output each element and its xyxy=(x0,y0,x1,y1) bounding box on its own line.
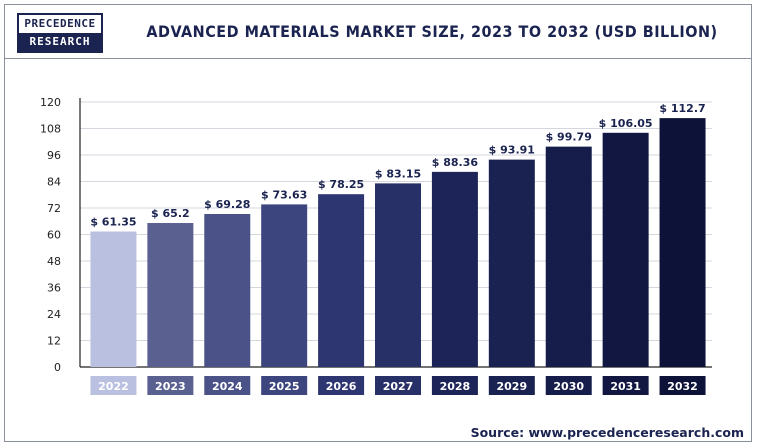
data-label: $ 99.79 xyxy=(546,131,592,144)
logo-line-1: PRECEDENCE xyxy=(19,15,101,33)
data-label: $ 78.25 xyxy=(318,178,364,191)
y-tick-label: 96 xyxy=(47,149,61,162)
source-credit: Source: www.precedenceresearch.com xyxy=(470,425,744,440)
y-tick-label: 12 xyxy=(47,335,61,348)
chart-header: PRECEDENCE RESEARCH ADVANCED MATERIALS M… xyxy=(5,5,751,59)
x-tick-box xyxy=(318,376,365,395)
x-tick-label: 2028 xyxy=(440,380,471,393)
bar xyxy=(147,223,194,367)
bar xyxy=(488,159,535,367)
x-tick-box xyxy=(147,376,194,395)
y-tick-label: 120 xyxy=(40,96,61,109)
x-tick-label: 2032 xyxy=(667,380,698,393)
data-label: $ 93.91 xyxy=(489,144,535,157)
x-tick-box xyxy=(602,376,649,395)
data-label: $ 61.35 xyxy=(90,216,136,229)
y-tick-label: 108 xyxy=(40,123,61,136)
y-tick-label: 24 xyxy=(47,308,61,321)
x-tick-label: 2030 xyxy=(553,380,584,393)
x-tick-box xyxy=(488,376,535,395)
bar xyxy=(318,194,365,367)
bar xyxy=(602,132,649,367)
x-tick-box xyxy=(431,376,478,395)
data-label: $ 73.63 xyxy=(261,188,307,201)
bar xyxy=(90,231,137,367)
data-label: $ 106.05 xyxy=(599,117,653,130)
x-tick-box xyxy=(261,376,308,395)
data-label: $ 88.36 xyxy=(432,156,479,169)
x-tick-label: 2025 xyxy=(269,380,300,393)
x-tick-label: 2023 xyxy=(155,380,186,393)
x-tick-label: 2022 xyxy=(98,380,129,393)
chart-title: ADVANCED MATERIALS MARKET SIZE, 2023 TO … xyxy=(146,22,718,41)
y-tick-label: 48 xyxy=(47,255,61,268)
bar xyxy=(261,204,308,367)
x-tick-box xyxy=(375,376,421,395)
x-tick-label: 2031 xyxy=(610,380,641,393)
y-tick-label: 36 xyxy=(47,282,61,295)
data-label: $ 65.2 xyxy=(151,207,190,220)
y-tick-label: 72 xyxy=(47,202,61,215)
y-tick-label: 60 xyxy=(47,229,61,242)
data-label: $ 112.7 xyxy=(659,102,705,115)
y-tick-label: 84 xyxy=(47,176,61,189)
brand-logo: PRECEDENCE RESEARCH xyxy=(17,13,103,53)
bar xyxy=(204,214,251,367)
bar xyxy=(375,183,421,367)
logo-line-2: RESEARCH xyxy=(19,33,101,51)
bar xyxy=(659,118,706,367)
y-tick-label: 0 xyxy=(54,361,61,374)
x-tick-box xyxy=(204,376,251,395)
x-tick-box xyxy=(545,376,592,395)
bar xyxy=(545,146,592,367)
x-tick-label: 2024 xyxy=(212,380,243,393)
data-label: $ 83.15 xyxy=(375,167,421,180)
x-tick-label: 2026 xyxy=(326,380,357,393)
x-tick-label: 2029 xyxy=(497,380,528,393)
x-tick-label: 2027 xyxy=(383,380,414,393)
bar xyxy=(431,171,478,367)
x-tick-box xyxy=(90,376,137,395)
x-tick-box xyxy=(659,376,706,395)
data-label: $ 69.28 xyxy=(204,198,250,211)
